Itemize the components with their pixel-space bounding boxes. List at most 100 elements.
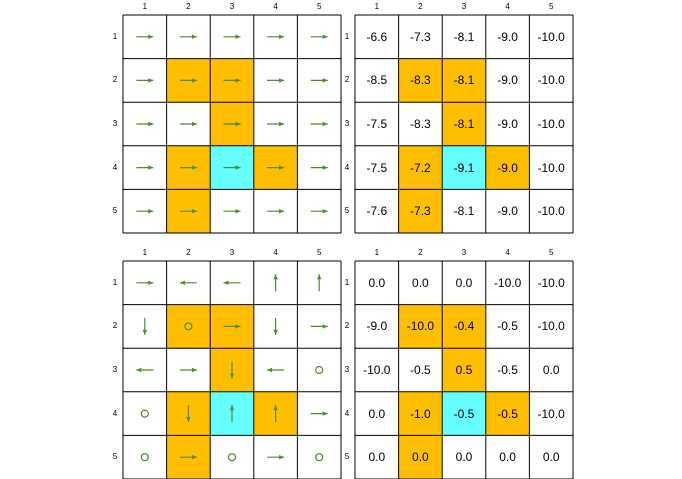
col-label: 1 [374,248,380,257]
cell-value: -6.6 [366,29,388,44]
arrow-down-icon [142,317,147,335]
row-label: 4 [344,162,350,172]
grid-cell: -0.5 [486,348,530,392]
cell-value: 0.5 [455,362,473,377]
cell-value: -10.0 [537,204,565,219]
arrow-right-icon [223,34,241,39]
row-label: 3 [344,365,350,374]
grid-cell: -10.0 [355,348,399,392]
arrow-right-icon [267,455,285,460]
col-label: 2 [186,248,191,257]
col-label: 4 [273,248,278,257]
arrow-right-icon [136,209,154,214]
grid-cell: -10.0 [529,15,573,59]
arrow-right-icon [310,324,328,329]
highlighted-cell: 0.5 [442,348,486,392]
grid-cell: -7.5 [355,146,399,190]
cell-value: -0.5 [497,362,518,377]
current-cell: -0.5 [442,391,486,436]
grid-cell: -7.6 [355,189,399,233]
row-label: 1 [344,277,350,287]
row-label: 1 [112,277,118,287]
arrow-left-icon [223,280,241,285]
grid-cell: -0.5 [486,305,530,349]
col-label: 5 [316,2,322,11]
grid-cell: -9.0 [486,59,530,103]
row-label: 1 [112,31,118,41]
grid-cell: -10.0 [529,102,573,146]
arrow-down-icon [186,405,191,423]
row-label: 2 [112,75,118,85]
highlighted-cell: -0.4 [442,304,486,349]
row-label: 2 [344,321,350,331]
arrow-down-icon [273,317,278,335]
col-label: 3 [229,2,235,11]
arrow-right-icon [267,34,285,39]
arrow-right-icon [223,121,241,127]
col-label: 5 [548,248,554,257]
cell-value: 0.0 [499,450,516,465]
cell-value: 0.0 [412,450,429,465]
cell-value: -9.0 [497,73,518,88]
cell-value: -7.3 [410,204,431,219]
cell-value: -8.1 [453,204,475,219]
cell-value: -10.0 [406,319,435,334]
row-label: 4 [344,408,350,418]
grid-cell: 0.0 [355,261,399,305]
current-cell: -9.1 [442,145,486,190]
highlighted-cell: -9.0 [485,145,530,190]
grid-cell: 0.0 [355,435,399,479]
grid-cell: -10.0 [529,392,573,436]
col-label: 2 [186,2,191,11]
row-label: 2 [112,321,118,331]
grid-cell: -8.5 [355,59,399,103]
arrow-down-icon [229,361,235,379]
grid-cell: 0.0 [529,348,573,392]
col-label: 2 [418,2,423,11]
arrow-right-icon [179,165,197,170]
col-label: 1 [142,2,148,11]
grid-cell: 0.0 [355,392,399,436]
arrow-right-icon [136,280,154,285]
arrow-right-icon [223,78,241,83]
cell-value: -7.2 [410,160,431,175]
arrow-right-icon [223,165,241,170]
row-label: 5 [344,452,350,462]
arrow-right-icon [310,34,328,39]
arrow-right-icon [310,209,328,214]
cell-value: -9.1 [453,160,475,175]
grid-cell: -10.0 [529,189,573,233]
arrow-right-icon [179,455,197,460]
arrow-up-icon [229,405,235,423]
cell-value: -1.0 [410,406,431,421]
cell-value: -9.0 [497,116,518,131]
cell-value: -8.5 [366,73,388,88]
grid-cell: -10.0 [529,59,573,103]
cell-value: -7.5 [366,160,388,175]
col-label: 4 [505,248,510,257]
row-label: 5 [112,452,118,462]
col-label: 5 [548,2,554,11]
col-label: 3 [461,248,467,257]
grid-cell: -0.5 [399,348,443,392]
arrow-up-icon [273,405,278,423]
arrow-right-icon [267,165,285,170]
cell-value: 0.0 [455,275,473,290]
grid-cell: -9.0 [486,15,530,59]
row-label: 3 [112,365,118,374]
cell-value: -9.0 [497,204,518,219]
stay-circle-icon [140,409,149,418]
col-label: 1 [142,248,148,257]
cell-value: 0.0 [412,275,429,290]
arrow-right-icon [310,121,328,127]
grid-cell: 0.0 [399,261,443,305]
grid-lines [122,14,342,234]
cell-value: -7.3 [410,29,431,44]
stay-circle-icon [227,453,237,462]
grid-cell: 0.0 [486,435,530,479]
row-label: 3 [112,119,118,128]
row-label: 5 [112,206,118,216]
cell-value: -10.0 [493,275,522,290]
grid-cell: -9.0 [486,189,530,233]
row-label: 4 [112,162,118,172]
